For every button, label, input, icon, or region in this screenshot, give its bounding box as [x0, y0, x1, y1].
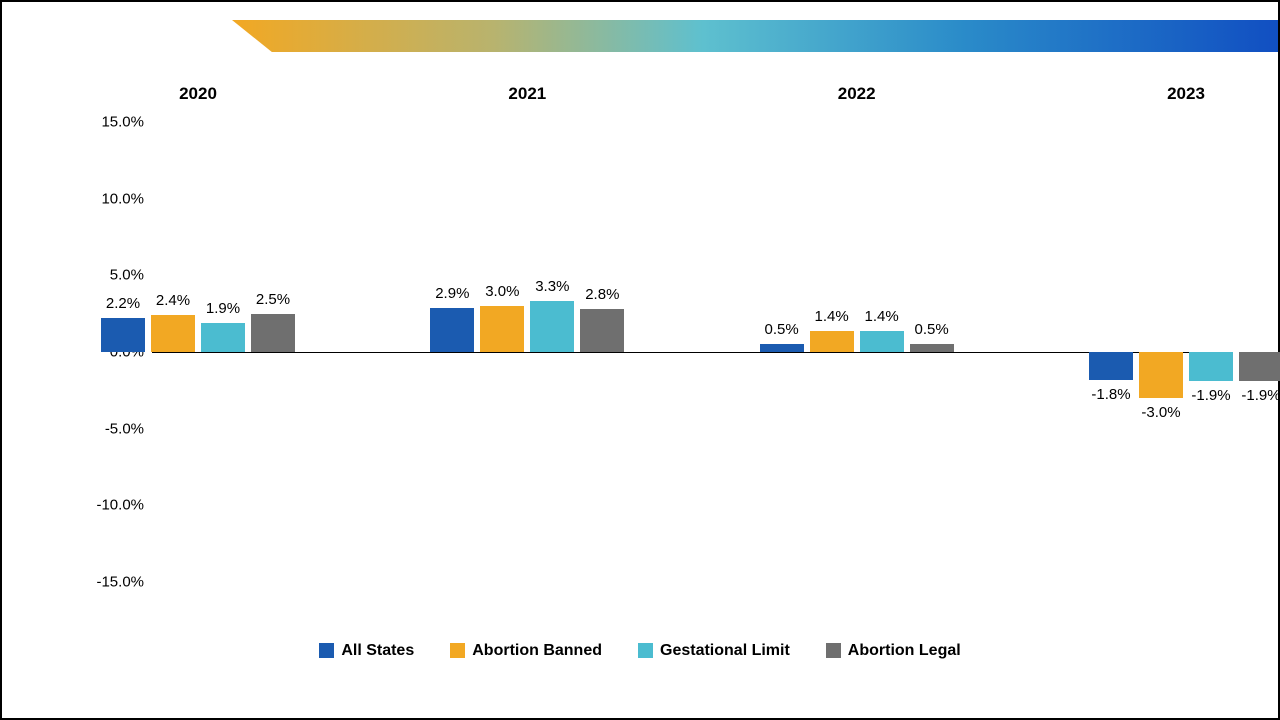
legend-label: Abortion Legal — [848, 642, 961, 660]
bar: 0.5% — [760, 344, 804, 352]
bar-value-label: -3.0% — [1131, 404, 1191, 421]
category-label: 2021 — [508, 84, 546, 104]
legend-item: Abortion Legal — [826, 642, 961, 660]
legend-swatch — [638, 643, 653, 658]
bar: 1.4% — [810, 331, 854, 352]
bar: 2.4% — [151, 315, 195, 352]
header-gradient-banner — [232, 20, 1278, 52]
legend: All States Abortion Banned Gestational Lim… — [2, 642, 1278, 664]
bar: 2.2% — [101, 318, 145, 352]
legend-item: Abortion Banned — [450, 642, 602, 660]
legend-label: All States — [341, 642, 414, 660]
bar: 3.3% — [530, 301, 574, 352]
bar: 3.0% — [480, 306, 524, 352]
category-label: 2020 — [179, 84, 217, 104]
y-axis-tick-label: 15.0% — [74, 114, 144, 131]
bar: -1.8% — [1089, 352, 1133, 380]
legend-swatch — [450, 643, 465, 658]
y-axis-tick-label: 5.0% — [74, 267, 144, 284]
legend-label: Gestational Limit — [660, 642, 790, 660]
legend-item: All States — [319, 642, 414, 660]
category-label: 2023 — [1167, 84, 1205, 104]
y-axis-tick-label: -10.0% — [74, 497, 144, 514]
bar: -3.0% — [1139, 352, 1183, 398]
y-axis-tick-label: 10.0% — [74, 190, 144, 207]
bar-value-label: 2.8% — [572, 286, 632, 303]
category-labels-row: 2020 2021 2022 2023 — [2, 84, 1278, 108]
bar: 2.8% — [580, 309, 624, 352]
bar-value-label: -1.8% — [1081, 386, 1141, 403]
y-axis-tick-label: -5.0% — [74, 420, 144, 437]
bar-value-label: 0.5% — [902, 321, 962, 338]
bar: 1.4% — [860, 331, 904, 352]
y-axis-tick-label: -15.0% — [74, 574, 144, 591]
bar: 2.9% — [430, 308, 474, 352]
bar-value-label: -1.9% — [1231, 387, 1280, 404]
banner-svg — [232, 20, 1278, 52]
category-label: 2022 — [838, 84, 876, 104]
legend-label: Abortion Banned — [472, 642, 602, 660]
legend-swatch — [319, 643, 334, 658]
chart-frame: 2020 2021 2022 2023 -15.0%-10.0%-5.0%0.0%5.… — [0, 0, 1280, 720]
bar: 1.9% — [201, 323, 245, 352]
bar: -1.9% — [1189, 352, 1233, 381]
bar: 2.5% — [251, 314, 295, 352]
bar: 0.5% — [910, 344, 954, 352]
zero-line — [152, 352, 1232, 353]
legend-swatch — [826, 643, 841, 658]
plot-area: -15.0%-10.0%-5.0%0.0%5.0%10.0%15.0%2.2%2… — [152, 122, 1232, 582]
bar-value-label: 2.5% — [243, 291, 303, 308]
bar: -1.9% — [1239, 352, 1280, 381]
legend-item: Gestational Limit — [638, 642, 790, 660]
